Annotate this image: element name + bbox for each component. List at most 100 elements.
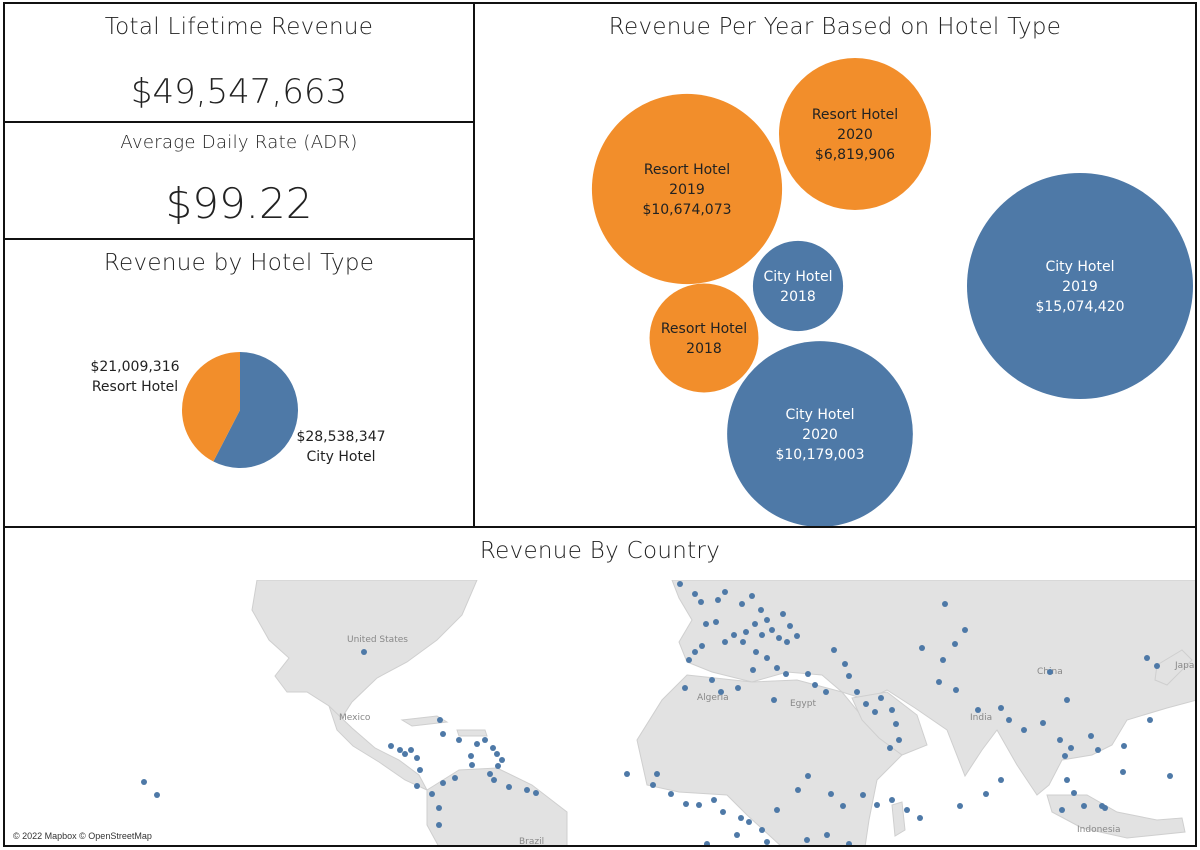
- country-dot[interactable]: [823, 689, 829, 695]
- country-dot[interactable]: [696, 802, 702, 808]
- country-dot[interactable]: [1088, 733, 1094, 739]
- country-dot[interactable]: [1081, 803, 1087, 809]
- country-dot[interactable]: [713, 619, 719, 625]
- country-dot[interactable]: [746, 819, 752, 825]
- country-dot[interactable]: [764, 839, 770, 845]
- country-dot[interactable]: [776, 635, 782, 641]
- country-dot[interactable]: [872, 709, 878, 715]
- country-dot[interactable]: [1144, 655, 1150, 661]
- country-dot[interactable]: [720, 809, 726, 815]
- country-dot[interactable]: [739, 601, 745, 607]
- country-dot[interactable]: [506, 784, 512, 790]
- country-dot[interactable]: [805, 773, 811, 779]
- country-dot[interactable]: [682, 685, 688, 691]
- country-dot[interactable]: [715, 597, 721, 603]
- country-dot[interactable]: [771, 697, 777, 703]
- country-dot[interactable]: [414, 755, 420, 761]
- country-dot[interactable]: [957, 803, 963, 809]
- country-dot[interactable]: [764, 617, 770, 623]
- country-dot[interactable]: [804, 837, 810, 843]
- country-dot[interactable]: [828, 791, 834, 797]
- country-dot[interactable]: [686, 657, 692, 663]
- country-dot[interactable]: [499, 757, 505, 763]
- country-dot[interactable]: [794, 633, 800, 639]
- country-dot[interactable]: [1095, 747, 1101, 753]
- country-dot[interactable]: [468, 753, 474, 759]
- country-dot[interactable]: [805, 671, 811, 677]
- country-dot[interactable]: [940, 657, 946, 663]
- country-dot[interactable]: [440, 780, 446, 786]
- country-dot[interactable]: [774, 665, 780, 671]
- country-dot[interactable]: [854, 689, 860, 695]
- country-dot[interactable]: [738, 815, 744, 821]
- bubble-city-hotel-2019[interactable]: [967, 173, 1193, 399]
- country-dot[interactable]: [1068, 745, 1074, 751]
- country-dot[interactable]: [780, 611, 786, 617]
- country-dot[interactable]: [437, 717, 443, 723]
- country-dot[interactable]: [1064, 697, 1070, 703]
- country-dot[interactable]: [533, 790, 539, 796]
- country-dot[interactable]: [677, 581, 683, 587]
- country-dot[interactable]: [759, 632, 765, 638]
- country-dot[interactable]: [750, 667, 756, 673]
- country-dot[interactable]: [668, 791, 674, 797]
- country-dot[interactable]: [1154, 663, 1160, 669]
- country-dot[interactable]: [874, 802, 880, 808]
- country-dot[interactable]: [764, 655, 770, 661]
- country-dot[interactable]: [904, 807, 910, 813]
- country-dot[interactable]: [758, 607, 764, 613]
- country-dot[interactable]: [722, 589, 728, 595]
- country-dot[interactable]: [1062, 753, 1068, 759]
- country-dot[interactable]: [743, 629, 749, 635]
- country-dot[interactable]: [624, 771, 630, 777]
- country-dot[interactable]: [734, 832, 740, 838]
- country-dot[interactable]: [731, 632, 737, 638]
- country-dot[interactable]: [495, 763, 501, 769]
- country-dot[interactable]: [699, 643, 705, 649]
- bubble-city-hotel-2018[interactable]: [752, 240, 844, 332]
- country-dot[interactable]: [917, 815, 923, 821]
- country-dot[interactable]: [824, 832, 830, 838]
- country-dot[interactable]: [953, 687, 959, 693]
- country-dot[interactable]: [840, 803, 846, 809]
- country-dot[interactable]: [692, 591, 698, 597]
- pie-slice-city-hotel[interactable]: [213, 352, 298, 468]
- country-dot[interactable]: [784, 639, 790, 645]
- country-dot[interactable]: [795, 787, 801, 793]
- country-dot[interactable]: [1147, 717, 1153, 723]
- country-dot[interactable]: [1071, 790, 1077, 796]
- country-dot[interactable]: [408, 747, 414, 753]
- country-dot[interactable]: [889, 797, 895, 803]
- country-dot[interactable]: [1006, 717, 1012, 723]
- country-dot[interactable]: [1047, 669, 1053, 675]
- country-dot[interactable]: [417, 767, 423, 773]
- country-dot[interactable]: [1121, 743, 1127, 749]
- country-dot[interactable]: [436, 822, 442, 828]
- country-dot[interactable]: [1059, 807, 1065, 813]
- world-map[interactable]: United States Mexico Algeria Egypt India…: [7, 579, 1195, 845]
- country-dot[interactable]: [414, 783, 420, 789]
- country-dot[interactable]: [774, 807, 780, 813]
- country-dot[interactable]: [975, 707, 981, 713]
- country-dot[interactable]: [769, 627, 775, 633]
- country-dot[interactable]: [141, 779, 147, 785]
- country-dot[interactable]: [388, 743, 394, 749]
- country-dot[interactable]: [683, 801, 689, 807]
- country-dot[interactable]: [889, 707, 895, 713]
- country-dot[interactable]: [831, 647, 837, 653]
- pie-slice-resort-hotel[interactable]: [182, 352, 240, 462]
- country-dot[interactable]: [491, 777, 497, 783]
- country-dot[interactable]: [962, 627, 968, 633]
- country-dot[interactable]: [1021, 727, 1027, 733]
- country-dot[interactable]: [703, 621, 709, 627]
- country-dot[interactable]: [1064, 777, 1070, 783]
- country-dot[interactable]: [812, 682, 818, 688]
- country-dot[interactable]: [494, 751, 500, 757]
- country-dot[interactable]: [456, 737, 462, 743]
- country-dot[interactable]: [361, 649, 367, 655]
- country-dot[interactable]: [402, 751, 408, 757]
- country-dot[interactable]: [998, 777, 1004, 783]
- country-dot[interactable]: [878, 695, 884, 701]
- country-dot[interactable]: [1040, 720, 1046, 726]
- country-dot[interactable]: [759, 827, 765, 833]
